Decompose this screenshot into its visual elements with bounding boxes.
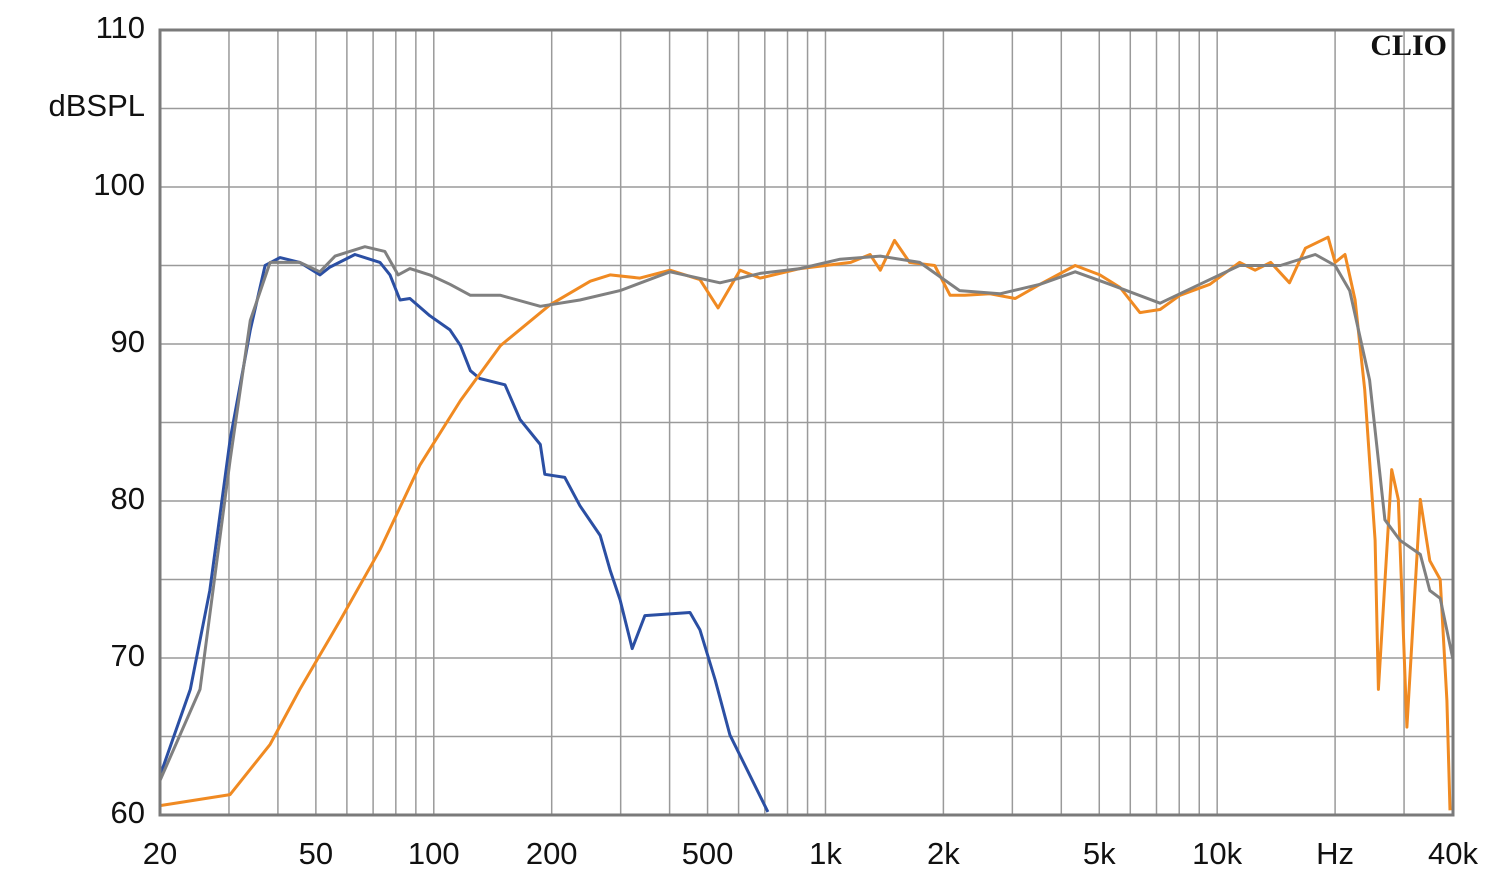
curves bbox=[158, 235, 1455, 813]
y-axis-label: dBSPL bbox=[48, 88, 145, 123]
y-tick-label: 80 bbox=[111, 481, 145, 516]
grid bbox=[159, 29, 1454, 816]
brand-annotation: CLIO bbox=[1370, 29, 1447, 62]
y-tick-label: 90 bbox=[111, 324, 145, 359]
y-tick-label: 110 bbox=[96, 10, 145, 45]
x-tick-label: 40k bbox=[1428, 836, 1478, 871]
x-tick-label: 50 bbox=[299, 836, 333, 871]
y-tick-label: 60 bbox=[111, 795, 145, 830]
x-tick-label: 10k bbox=[1192, 836, 1242, 871]
x-tick-label: 200 bbox=[526, 836, 578, 871]
response-curve bbox=[158, 253, 770, 813]
x-tick-label: 20 bbox=[143, 836, 177, 871]
plot-frame bbox=[158, 28, 1455, 817]
x-tick-label: Hz bbox=[1316, 836, 1354, 871]
x-tick-label: 100 bbox=[408, 836, 460, 871]
response-curve bbox=[159, 235, 1452, 811]
x-tick-label: 2k bbox=[927, 836, 960, 871]
y-tick-label: 70 bbox=[111, 638, 145, 673]
response-curve bbox=[158, 245, 1455, 782]
x-tick-label: 5k bbox=[1083, 836, 1116, 871]
x-tick-label: 1k bbox=[809, 836, 842, 871]
y-tick-label: 100 bbox=[93, 167, 145, 202]
x-tick-label: 500 bbox=[682, 836, 734, 871]
